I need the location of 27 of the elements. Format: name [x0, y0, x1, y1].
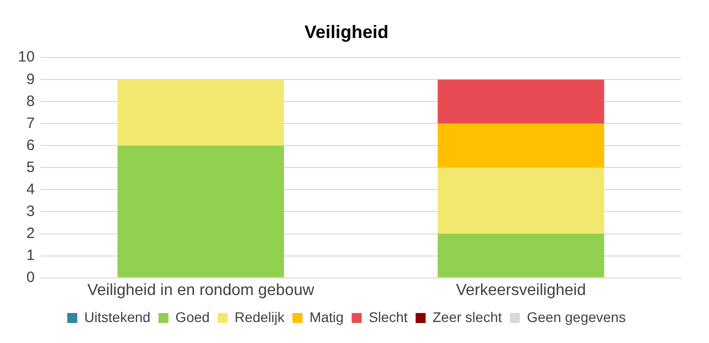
y-tick-label: 9: [26, 70, 35, 88]
y-tick-label: 2: [26, 224, 35, 242]
y-tick-label: 6: [26, 136, 35, 154]
bar: [438, 234, 604, 278]
y-tick-label: 3: [26, 202, 35, 220]
legend-label: Matig: [309, 308, 344, 325]
y-tick-label: 4: [26, 180, 35, 198]
y-tick-label: 8: [26, 92, 35, 110]
bar: [438, 168, 604, 234]
legend-label: Goed: [175, 308, 210, 325]
y-tick-label: 0: [26, 268, 35, 286]
y-tick-label: 10: [18, 48, 35, 66]
legend-label: Geen gegevens: [526, 308, 626, 325]
bar: [118, 80, 284, 146]
y-tick-label: 7: [26, 114, 35, 132]
x-tick-label: Verkeersveiligheid: [456, 282, 586, 299]
legend-label: Slecht: [368, 308, 408, 325]
bar: [118, 146, 284, 278]
chart-title: Veiligheid: [304, 22, 389, 42]
y-tick-label: 5: [26, 158, 35, 176]
legend-label: Redelijk: [234, 308, 286, 325]
legend-label: Zeer slecht: [432, 308, 502, 325]
x-tick-label: Veiligheid in en rondom gebouw: [87, 282, 315, 299]
y-tick-label: 1: [26, 246, 35, 264]
legend-label: Uitstekend: [84, 308, 150, 325]
bar: [438, 80, 604, 124]
bar: [438, 124, 604, 168]
